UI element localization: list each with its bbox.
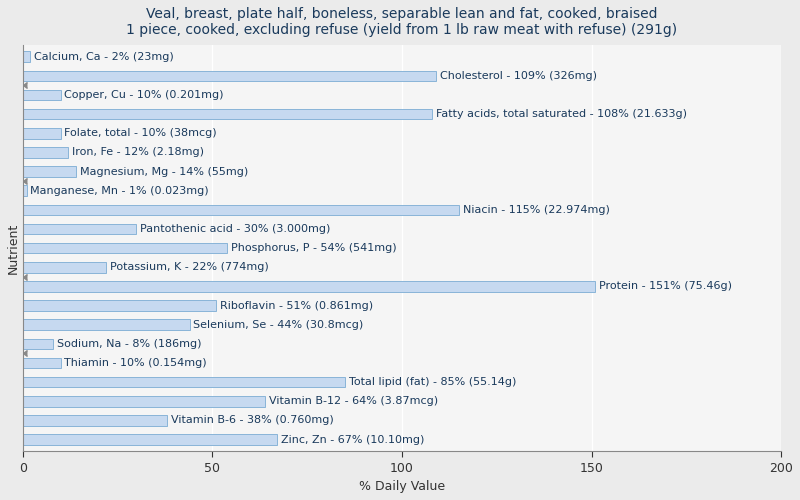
Text: Cholesterol - 109% (326mg): Cholesterol - 109% (326mg) — [440, 71, 597, 81]
Bar — [22, 262, 106, 272]
Y-axis label: Nutrient: Nutrient — [7, 222, 20, 274]
X-axis label: % Daily Value: % Daily Value — [359, 480, 445, 493]
Bar — [22, 70, 436, 81]
Bar — [22, 300, 216, 311]
Text: Vitamin B-6 - 38% (0.760mg): Vitamin B-6 - 38% (0.760mg) — [170, 416, 334, 426]
Text: Potassium, K - 22% (774mg): Potassium, K - 22% (774mg) — [110, 262, 269, 272]
Text: Iron, Fe - 12% (2.18mg): Iron, Fe - 12% (2.18mg) — [72, 148, 204, 158]
Text: Phosphorus, P - 54% (541mg): Phosphorus, P - 54% (541mg) — [231, 243, 397, 253]
Text: Thiamin - 10% (0.154mg): Thiamin - 10% (0.154mg) — [65, 358, 207, 368]
Text: Protein - 151% (75.46g): Protein - 151% (75.46g) — [599, 282, 732, 292]
Bar — [22, 434, 277, 445]
Bar — [22, 128, 61, 138]
Bar — [22, 396, 266, 406]
Bar — [22, 224, 137, 234]
Text: Riboflavin - 51% (0.861mg): Riboflavin - 51% (0.861mg) — [220, 300, 373, 310]
Bar — [22, 109, 432, 120]
Text: Zinc, Zn - 67% (10.10mg): Zinc, Zn - 67% (10.10mg) — [281, 434, 424, 444]
Bar — [22, 90, 61, 101]
Text: Vitamin B-12 - 64% (3.87mcg): Vitamin B-12 - 64% (3.87mcg) — [270, 396, 438, 406]
Title: Veal, breast, plate half, boneless, separable lean and fat, cooked, braised
1 pi: Veal, breast, plate half, boneless, sepa… — [126, 7, 678, 37]
Text: Manganese, Mn - 1% (0.023mg): Manganese, Mn - 1% (0.023mg) — [30, 186, 209, 196]
Bar — [22, 186, 26, 196]
Text: Calcium, Ca - 2% (23mg): Calcium, Ca - 2% (23mg) — [34, 52, 174, 62]
Text: Folate, total - 10% (38mcg): Folate, total - 10% (38mcg) — [65, 128, 217, 138]
Text: Magnesium, Mg - 14% (55mg): Magnesium, Mg - 14% (55mg) — [80, 166, 248, 176]
Bar — [22, 415, 167, 426]
Text: Copper, Cu - 10% (0.201mg): Copper, Cu - 10% (0.201mg) — [65, 90, 224, 100]
Bar — [22, 358, 61, 368]
Bar — [22, 320, 190, 330]
Bar — [22, 52, 30, 62]
Bar — [22, 281, 595, 291]
Bar — [22, 377, 345, 388]
Bar — [22, 243, 227, 254]
Bar — [22, 338, 53, 349]
Text: Sodium, Na - 8% (186mg): Sodium, Na - 8% (186mg) — [57, 339, 202, 349]
Text: Pantothenic acid - 30% (3.000mg): Pantothenic acid - 30% (3.000mg) — [140, 224, 330, 234]
Text: Fatty acids, total saturated - 108% (21.633g): Fatty acids, total saturated - 108% (21.… — [436, 109, 687, 119]
Bar — [22, 147, 68, 158]
Text: Selenium, Se - 44% (30.8mcg): Selenium, Se - 44% (30.8mcg) — [194, 320, 364, 330]
Text: Total lipid (fat) - 85% (55.14g): Total lipid (fat) - 85% (55.14g) — [349, 377, 516, 387]
Bar — [22, 204, 458, 215]
Text: Niacin - 115% (22.974mg): Niacin - 115% (22.974mg) — [462, 205, 610, 215]
Bar — [22, 166, 76, 177]
